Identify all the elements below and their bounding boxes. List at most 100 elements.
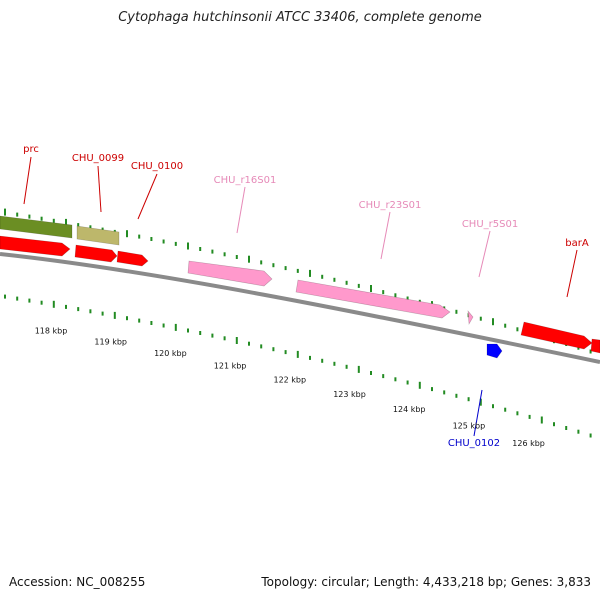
inner-tick	[309, 355, 311, 360]
inner-tick	[492, 404, 494, 409]
outer-tick	[345, 280, 348, 285]
inner-tick	[260, 344, 263, 349]
outer-tick	[28, 214, 31, 219]
ruler-label: 121 kbp	[214, 362, 247, 371]
inner-tick-row	[4, 294, 592, 438]
inner-tick	[187, 328, 189, 333]
outer-tick	[382, 290, 385, 295]
feature-label-bara: barA	[565, 238, 589, 249]
inner-tick	[528, 414, 531, 419]
feature-chu0100	[116, 250, 149, 267]
inner-tick	[199, 331, 202, 335]
outer-tick	[260, 260, 263, 265]
outer-tick	[40, 216, 43, 221]
inner-tick	[589, 433, 592, 438]
leader-line-chu0102	[473, 389, 483, 437]
inner-tick	[65, 304, 67, 309]
inner-tick	[174, 323, 177, 331]
inner-tick	[418, 381, 421, 389]
outer-tick	[516, 327, 519, 332]
inner-tick	[211, 333, 214, 338]
inner-tick	[162, 323, 165, 328]
inner-tick	[357, 365, 360, 373]
outer-tick	[394, 293, 397, 298]
feature-bara	[520, 321, 593, 350]
outer-tick	[333, 277, 336, 282]
feature-olive	[0, 215, 73, 239]
ruler-label: 118 kbp	[35, 327, 68, 336]
inner-tick	[370, 371, 372, 375]
feature-r16s	[187, 260, 273, 287]
outer-tick	[162, 239, 165, 244]
ruler-label: 119 kbp	[94, 337, 127, 346]
leader-line-chu0100	[137, 173, 158, 220]
outer-tick	[248, 255, 250, 263]
inner-tick	[321, 358, 324, 363]
ruler-label: 124 kbp	[393, 405, 426, 414]
outer-tick	[126, 230, 128, 238]
inner-tick	[333, 361, 336, 366]
inner-tick	[467, 397, 470, 402]
genome-summary-text: Topology: circular; Length: 4,433,218 bp…	[261, 575, 591, 589]
outer-tick	[187, 242, 189, 250]
outer-tick	[272, 263, 275, 268]
feature-chu0102	[486, 343, 503, 359]
feature-label-chu0099: CHU_0099	[72, 153, 124, 164]
outer-tick	[211, 249, 214, 254]
inner-tick	[382, 374, 385, 379]
ruler-label: 120 kbp	[154, 349, 187, 358]
inner-tick	[113, 311, 116, 319]
feature-chu0099	[74, 244, 118, 263]
outer-tick	[357, 283, 360, 288]
inner-tick	[504, 407, 507, 412]
outer-tick	[223, 252, 226, 257]
feature-label-chu0100: CHU_0100	[131, 161, 183, 172]
leader-line-chu0099	[97, 165, 102, 213]
inner-tick	[394, 377, 397, 382]
inner-tick	[345, 364, 348, 369]
ruler-label: 123 kbp	[333, 390, 366, 399]
outer-tick	[284, 266, 287, 271]
outer-tick	[89, 225, 92, 230]
outer-tick	[4, 208, 6, 216]
inner-tick	[553, 422, 555, 427]
outer-tick	[504, 323, 507, 328]
outer-tick	[199, 247, 202, 251]
outer-tick	[52, 218, 55, 223]
inner-tick	[101, 311, 104, 316]
outer-tick	[138, 234, 141, 239]
outer-tick	[589, 349, 592, 354]
feature-label-prc: prc	[23, 144, 39, 155]
inner-tick	[406, 380, 409, 385]
accession-text: Accession: NC_008255	[9, 575, 146, 589]
inner-tick	[565, 426, 568, 430]
outer-tick	[406, 296, 409, 301]
outer-tick	[370, 285, 372, 292]
inner-tick	[455, 393, 458, 398]
outer-tick	[492, 318, 494, 326]
inner-tick	[540, 416, 543, 424]
leader-line-bara	[566, 249, 578, 298]
ruler-label: 125 kbp	[453, 422, 486, 431]
feature-next	[590, 338, 600, 354]
ruler-labels-layer: 118 kbp 119 kbp 120 kbp 121 kbp 122 kbp 123 k…	[35, 327, 545, 448]
inner-tick	[235, 337, 238, 344]
feature-label-r23s: CHU_r23S01	[359, 200, 422, 211]
leader-line-r23s	[380, 211, 391, 260]
feature-khaki	[76, 225, 120, 246]
feature-r23s	[295, 279, 451, 319]
leader-line-r5s	[478, 230, 491, 278]
outer-tick	[101, 227, 104, 232]
feature-r5s	[467, 310, 474, 325]
outer-tick	[174, 241, 177, 246]
inner-tick	[284, 350, 287, 355]
labels-layer: prc CHU_0099 CHU_0100 CHU_r16S01 CHU_r23S01 C…	[23, 144, 589, 449]
outer-tick	[296, 268, 299, 273]
inner-tick	[89, 309, 92, 314]
inner-tick	[52, 300, 55, 308]
feature-prc	[0, 235, 71, 257]
outer-tick	[321, 274, 324, 279]
feature-label-r5s: CHU_r5S01	[462, 219, 518, 230]
ruler-label: 126 kbp	[512, 439, 545, 448]
